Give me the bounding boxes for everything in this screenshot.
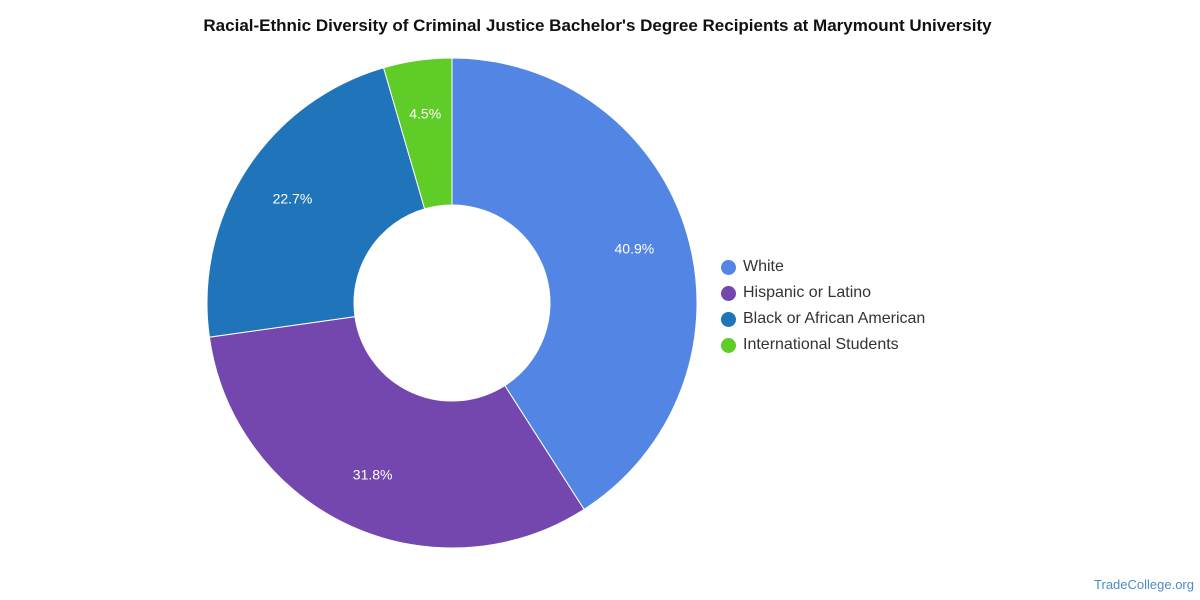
legend-label: Black or African American xyxy=(743,310,926,327)
slice-value-label: 31.8% xyxy=(353,466,393,482)
chart-legend: White Hispanic or Latino Black or Africa… xyxy=(721,254,925,358)
chart-title: Racial-Ethnic Diversity of Criminal Just… xyxy=(203,16,992,35)
site-credit[interactable]: TradeCollege.org xyxy=(1094,577,1194,592)
legend-swatch xyxy=(721,337,736,353)
slice-white[interactable] xyxy=(451,57,698,511)
legend-label: Hispanic or Latino xyxy=(743,284,872,301)
legend-label: White xyxy=(743,258,784,275)
legend-swatch xyxy=(721,311,736,327)
legend-swatch xyxy=(721,285,736,301)
slice-international-students[interactable] xyxy=(382,57,453,210)
legend-item-hispanic-or-latino[interactable]: Hispanic or Latino xyxy=(721,280,925,306)
legend-swatch xyxy=(721,259,736,275)
legend-item-black-or-african-american[interactable]: Black or African American xyxy=(721,306,925,332)
slice-value-label: 4.5% xyxy=(409,106,441,122)
legend-item-international-students[interactable]: International Students xyxy=(721,332,925,358)
slice-value-label: 22.7% xyxy=(273,191,313,207)
legend-label: International Students xyxy=(743,336,899,353)
slice-black-or-african-american[interactable] xyxy=(206,67,426,338)
slice-value-label: 40.9% xyxy=(615,240,655,256)
legend-item-white[interactable]: White xyxy=(721,254,925,280)
slice-hispanic-or-latino[interactable] xyxy=(208,316,585,549)
